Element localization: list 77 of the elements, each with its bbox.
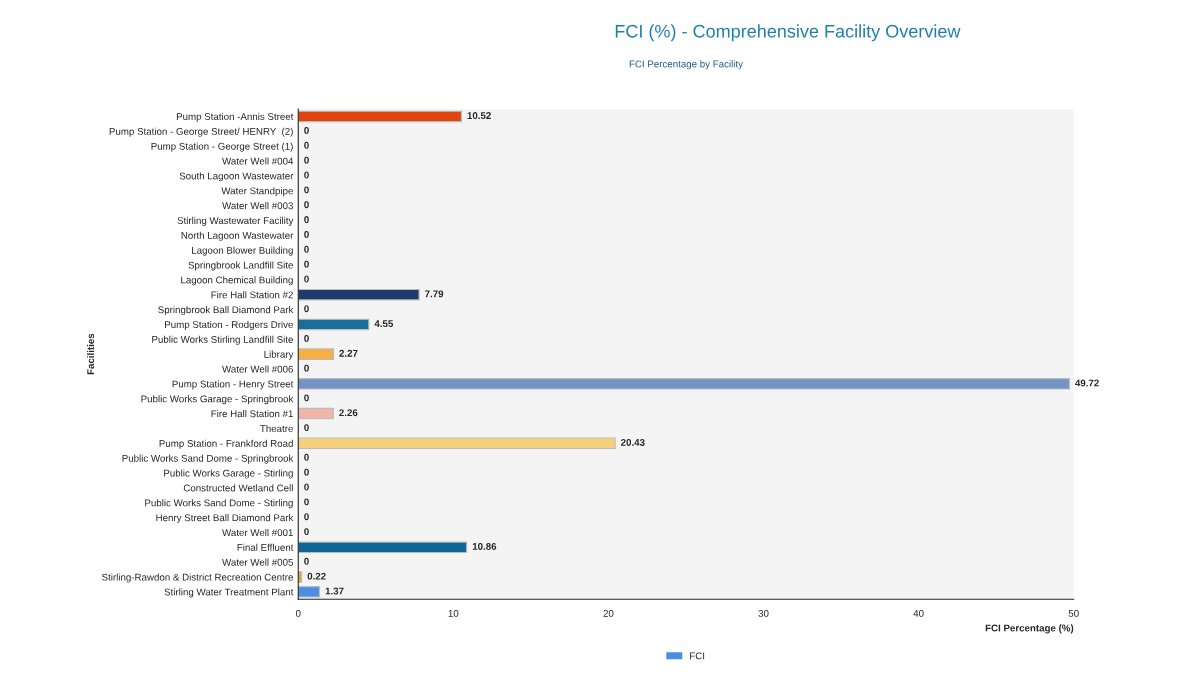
y-tick-label: Water Well #005 (222, 558, 293, 566)
data-label: 20.43 (620, 438, 645, 446)
y-tick-label: Water Well #006 (222, 365, 293, 373)
data-label: 2.26 (339, 409, 358, 417)
y-tick-label: Library (264, 350, 294, 360)
y-tick-label: Stirling Wastewater Facility (177, 216, 294, 226)
data-label: 0 (304, 498, 309, 506)
y-tick-label: Lagoon Blower Building (192, 246, 293, 256)
data-label: 0 (304, 230, 309, 238)
data-label: 0 (304, 156, 309, 164)
y-tick-label: Public Works Sand Dome - Stirling (145, 499, 293, 509)
data-label: 0.22 (307, 572, 326, 580)
data-label: 0 (304, 171, 309, 179)
data-label: 49.72 (1075, 379, 1099, 387)
x-tick-label: 20 (603, 609, 614, 617)
data-label: 0 (304, 424, 309, 432)
y-tick-label: Theatre (260, 424, 293, 433)
data-label: 0 (304, 275, 309, 283)
y-tick-label: Springbrook Ball Diamond Park (158, 306, 294, 316)
x-tick-label: 10 (448, 609, 459, 617)
y-tick-label: Lagoon Chemical Building (181, 276, 293, 286)
y-tick-label: Fire Hall Station #1 (211, 410, 293, 418)
data-label: 10.52 (467, 112, 491, 119)
y-axis-title: Facilities (86, 333, 95, 375)
y-tick-label: Pump Station -Annis Street (176, 112, 294, 122)
y-tick-label: Public Works Garage - Stirling (164, 469, 293, 479)
y-tick-label: Public Works Sand Dome - Springbrook (122, 454, 294, 464)
chart-title: FCI (%) - Comprehensive Facility Overview (615, 24, 961, 42)
data-label: 0 (304, 334, 309, 342)
data-label: 0 (304, 216, 309, 224)
y-tick-label: Water Well #001 (222, 528, 293, 537)
y-tick-label: Fire Hall Station #2 (211, 291, 293, 299)
y-tick-label: Constructed Wetland Cell (183, 484, 293, 492)
x-tick-label: 0 (295, 609, 301, 617)
x-axis-title: FCI Percentage (%) (985, 624, 1074, 634)
y-tick-label: Public Works Stirling Landfill Site (152, 335, 293, 345)
chart-subtitle: FCI Percentage by Facility (629, 60, 743, 70)
data-label: 7.79 (425, 290, 444, 298)
x-tick-label: 30 (758, 609, 769, 617)
y-tick-label: North Lagoon Wastewater (181, 231, 294, 241)
y-tick-label: Pump Station - Rodgers Drive (165, 320, 293, 330)
y-tick-label: Springbrook Landfill Site (188, 261, 293, 271)
x-tick-label: 50 (1068, 609, 1079, 617)
data-label: 0 (304, 528, 309, 536)
y-tick-label: Water Standpipe (221, 187, 293, 197)
y-tick-label: Stirling Water Treatment Plant (164, 588, 294, 598)
data-label: 0 (304, 201, 309, 209)
data-label: 4.55 (374, 320, 394, 328)
y-tick-label: Final Effluent (237, 543, 294, 551)
data-label: 2.27 (339, 349, 358, 357)
y-tick-label: Pump Station - Frankford Road (159, 439, 293, 449)
data-label: 10.86 (472, 543, 497, 550)
data-label: 0 (304, 305, 309, 313)
data-label: 0 (304, 468, 309, 476)
y-tick-label: South Lagoon Wastewater (179, 172, 294, 182)
data-label: 0 (304, 186, 309, 194)
data-label: 0 (304, 260, 309, 268)
legend-label: FCI (690, 652, 705, 660)
y-tick-label: Pump Station - George Street (1) (151, 142, 293, 152)
data-label: 0 (304, 245, 309, 253)
data-label: 0 (304, 513, 309, 521)
data-label: 0 (304, 483, 309, 491)
y-tick-label: Pump Station - George Street/ HENRY (2) (109, 127, 293, 137)
data-label: 0 (304, 141, 309, 149)
data-label: 0 (304, 364, 309, 372)
y-tick-label: Water Well #003 (222, 202, 293, 210)
y-tick-label: Water Well #004 (222, 157, 294, 165)
data-label: 0 (304, 394, 309, 402)
data-label: 1.37 (325, 587, 344, 595)
y-tick-label: Henry Street Ball Diamond Park (156, 514, 294, 524)
data-label: 0 (304, 453, 309, 461)
y-tick-label: Public Works Garage - Springbrook (141, 395, 294, 405)
x-tick-label: 40 (913, 609, 924, 617)
data-label: 0 (304, 557, 309, 565)
y-tick-label: Stirling-Rawdon & District Recreation Centre (102, 573, 293, 583)
y-tick-label: Pump Station - Henry Street (172, 380, 294, 390)
data-label: 0 (304, 126, 309, 134)
